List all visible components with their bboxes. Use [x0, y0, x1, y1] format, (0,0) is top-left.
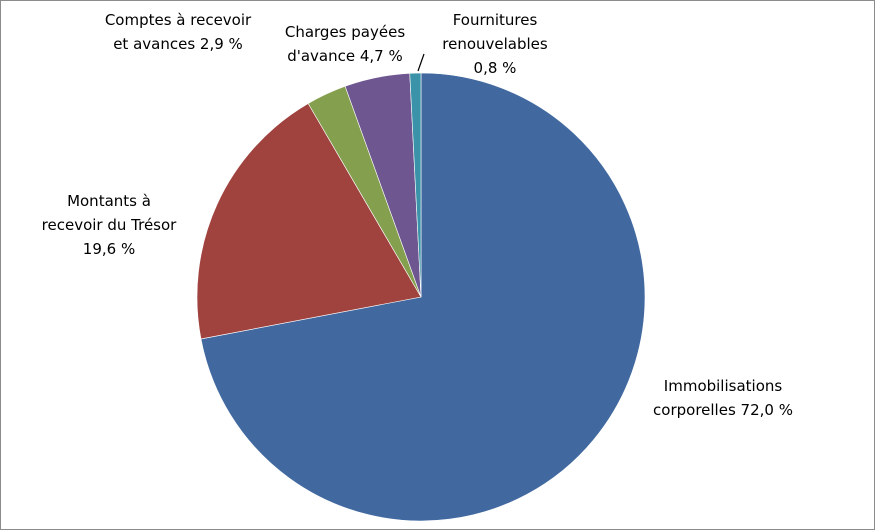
slice-label-charges: Charges payées d'avance 4,7 % — [285, 23, 405, 65]
slice-label-immobilisations: Immobilisations corporelles 72,0 % — [653, 377, 793, 419]
slice-label-fournitures: Fournitures renouvelables 0,8 % — [442, 11, 548, 77]
pie-slice-tresor — [196, 103, 422, 340]
leader-line-fournitures — [417, 53, 425, 72]
slices-layer — [196, 72, 646, 522]
pie-slice-fournitures — [409, 72, 422, 298]
labels-layer: Immobilisations corporelles 72,0 % Montant… — [42, 11, 793, 419]
slice-label-comptes: Comptes à recevoir et avances 2,9 % — [105, 11, 252, 53]
leader-lines-layer — [417, 53, 425, 72]
pie-slice-immobilisations — [200, 72, 646, 522]
slice-label-tresor: Montants à recevoir du Trésor 19,6 % — [42, 192, 178, 258]
